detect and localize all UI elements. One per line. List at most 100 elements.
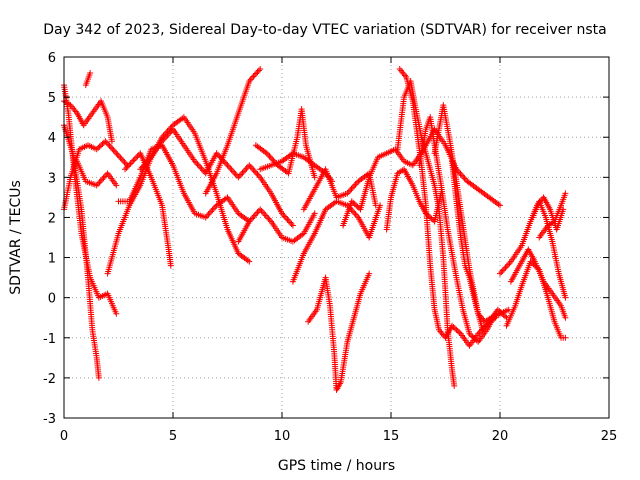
data-point: [253, 210, 260, 217]
data-point: [250, 213, 257, 220]
data-point: [100, 174, 107, 181]
series-arc-17: [305, 270, 373, 393]
data-point: [95, 144, 102, 151]
data-point: [352, 211, 359, 218]
data-point: [209, 206, 216, 213]
data-point: [311, 174, 318, 181]
data-point: [204, 212, 211, 219]
grid: [64, 57, 609, 418]
data-point: [199, 167, 206, 174]
data-point: [236, 172, 243, 179]
series-arc-5: [82, 70, 94, 89]
data-point: [460, 173, 467, 180]
data-point: [247, 163, 254, 170]
data-point: [113, 310, 120, 317]
data-point: [353, 202, 360, 209]
data-point: [348, 198, 355, 205]
data-point: [533, 263, 540, 270]
series-arc-9: [122, 150, 174, 269]
data-point: [311, 210, 318, 217]
data-point: [254, 69, 261, 76]
data-point: [113, 150, 120, 157]
data-point: [111, 148, 118, 155]
y-tick-label: 1: [48, 252, 56, 267]
data-point: [116, 153, 123, 160]
data-point: [98, 142, 105, 149]
plot-frame: [63, 56, 610, 419]
data-point: [497, 309, 504, 316]
data-point: [249, 165, 256, 172]
data-point: [499, 310, 506, 317]
axis-ticks: 0 5 10 15 20 25 -3 -2 -1 0 1 2 3 4 5 6: [43, 51, 617, 444]
y-axis-label: SDTVAR / TECUs: [8, 180, 24, 295]
data-point: [124, 163, 131, 170]
data-point: [121, 159, 128, 166]
data-point: [284, 216, 291, 223]
data-point: [109, 145, 116, 152]
chart-title: Day 342 of 2023, Sidereal Day-to-day VTE…: [43, 22, 606, 38]
data-point: [254, 209, 261, 216]
series-arc-14: [257, 150, 336, 185]
data-point: [238, 171, 245, 178]
data-point: [501, 266, 508, 273]
data-point: [249, 75, 256, 82]
data-point: [242, 166, 249, 173]
data-point: [225, 163, 232, 170]
series-arc-11: [202, 66, 264, 197]
data-point: [451, 325, 458, 332]
y-tick-label: 4: [48, 131, 56, 146]
data-point: [265, 151, 272, 158]
data-point: [451, 382, 458, 389]
data-point: [562, 334, 569, 341]
data-point: [87, 70, 94, 77]
data-point: [123, 164, 130, 171]
data-point: [261, 210, 268, 217]
data-point: [257, 206, 264, 213]
series-arc-10: [137, 126, 296, 229]
series-arc-19: [383, 166, 445, 233]
data-point: [120, 157, 127, 164]
data-point: [265, 215, 272, 222]
data-point: [527, 258, 534, 265]
x-tick-label: 15: [383, 429, 400, 444]
x-tick-label: 0: [60, 429, 68, 444]
y-tick-label: -1: [43, 332, 56, 347]
data-point: [243, 165, 250, 172]
data-point: [126, 161, 133, 168]
y-tick-label: -3: [43, 412, 56, 427]
data-point: [503, 263, 510, 270]
data-point: [231, 169, 238, 176]
data-point: [259, 209, 266, 216]
data-point: [229, 168, 236, 175]
data-point: [103, 139, 110, 146]
data-point: [195, 162, 202, 169]
series-arc-29: [529, 198, 569, 301]
data-point: [534, 265, 541, 272]
data-point: [502, 313, 509, 320]
data-point: [289, 222, 296, 229]
data-point: [102, 138, 109, 145]
y-tick-label: 2: [48, 211, 56, 226]
data-point: [424, 211, 431, 218]
data-point: [239, 169, 246, 176]
series-arc-24: [449, 158, 510, 333]
data-point: [251, 168, 258, 175]
data-point: [97, 177, 104, 184]
data-point: [349, 184, 356, 191]
data-point: [456, 169, 463, 176]
data-point: [350, 199, 357, 206]
x-tick-label: 20: [492, 429, 509, 444]
data-point: [351, 201, 358, 208]
data-point: [246, 258, 253, 265]
data-point: [131, 156, 138, 163]
data-point: [502, 264, 509, 271]
data-point: [232, 171, 239, 178]
x-tick-label: 5: [169, 429, 177, 444]
x-tick-label: 10: [274, 429, 291, 444]
data-point: [258, 207, 265, 214]
data-point: [117, 154, 124, 161]
data-point: [498, 269, 505, 276]
data-point: [427, 214, 434, 221]
series-arc-22: [416, 114, 499, 345]
data-point: [254, 171, 261, 178]
